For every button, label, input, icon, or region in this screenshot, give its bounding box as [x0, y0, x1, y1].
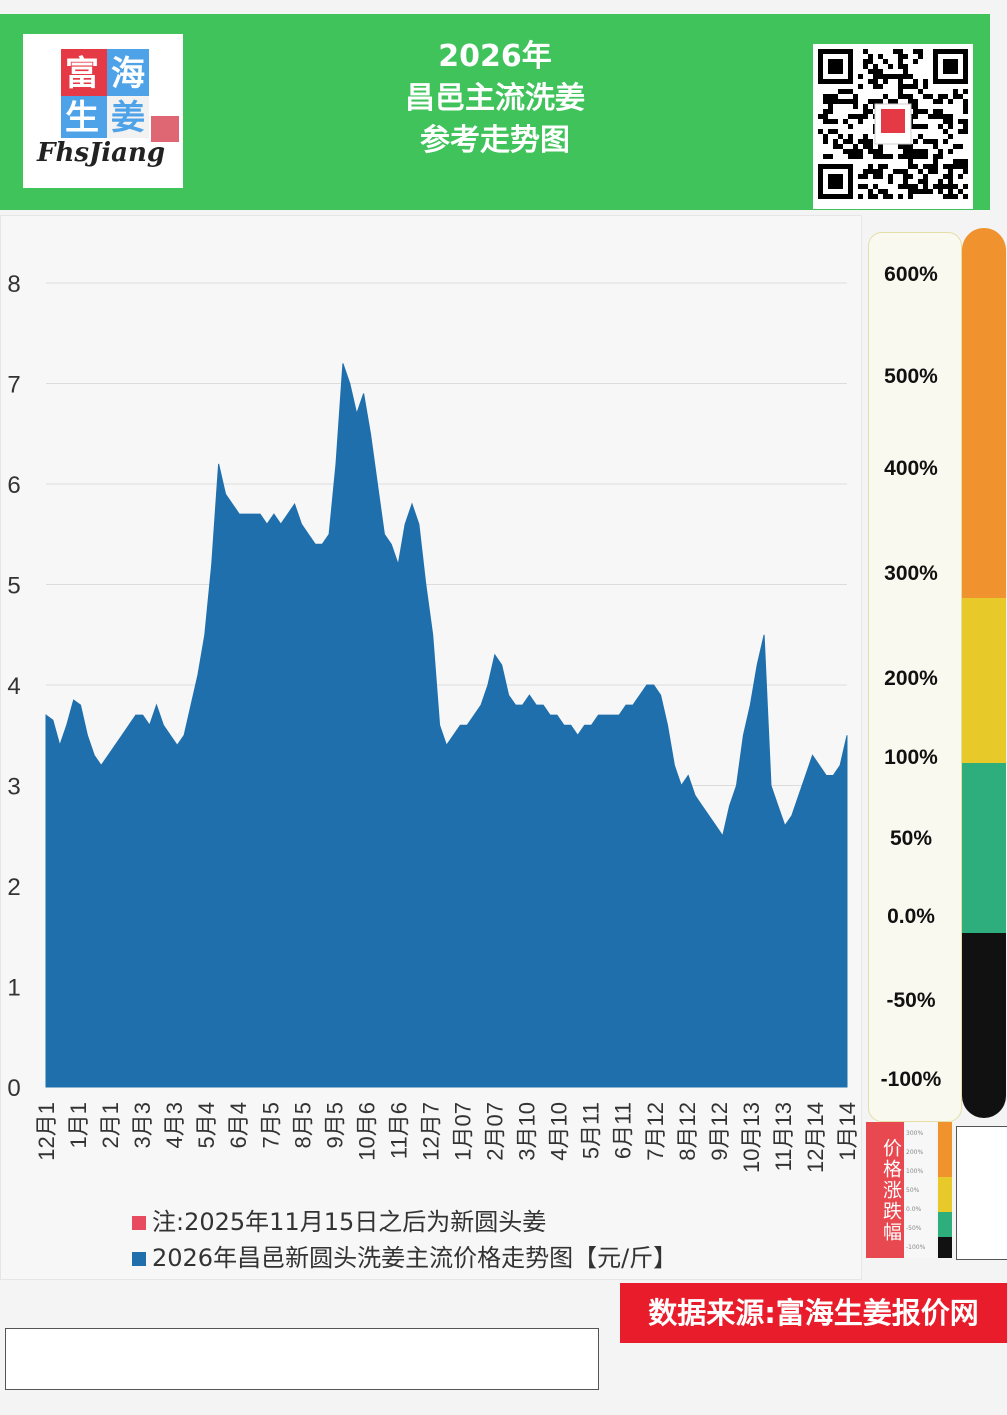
x-tick-label: 11月6 [386, 1102, 411, 1159]
title-line-1: 2026年 [438, 39, 552, 74]
change-gauge: 600% 500% 400% 300% 200% 100% 50% 0.0% -50% -100% [868, 232, 962, 1122]
note-swatch [132, 1216, 146, 1230]
x-tick-label: 5月4 [194, 1102, 219, 1148]
y-tick-label: 7 [7, 372, 20, 399]
colorbar-segment [962, 763, 1006, 933]
legend-note: 注:2025年11月15日之后为新圆头姜 [132, 1202, 546, 1237]
x-tick-label: 12月7 [418, 1102, 443, 1161]
mini-tick-label: -50% [906, 1225, 922, 1232]
y-tick-label: 2 [7, 874, 20, 901]
x-tick-label: 10月6 [354, 1102, 379, 1161]
mini-strip-segment [938, 1122, 952, 1177]
legend-series-text: 2026年昌邑新圆头洗姜主流价格走势图【元/斤】 [152, 1244, 678, 1272]
mini-legend-strip [938, 1122, 952, 1258]
x-tick-label: 7月5 [258, 1102, 283, 1148]
mini-tick-label: 200% [906, 1149, 924, 1156]
y-tick-label: 1 [7, 975, 20, 1002]
x-tick-label: 12月14 [803, 1102, 828, 1173]
mini-strip-segment [938, 1177, 952, 1212]
x-tick-label: 1月14 [835, 1102, 860, 1161]
logo-char-4: 姜 [111, 98, 145, 138]
x-tick-label: 4月3 [162, 1102, 187, 1148]
mini-tick-label: 0.0% [906, 1206, 922, 1213]
legend-series: 2026年昌邑新圆头洗姜主流价格走势图【元/斤】 [132, 1238, 677, 1273]
mini-strip-segment [938, 1237, 952, 1258]
gauge-label: 500% [884, 365, 938, 388]
mini-tick-label: 300% [906, 1130, 924, 1137]
x-tick-label: 11月13 [771, 1102, 796, 1171]
price-area-chart: 0 1 2 3 4 5 6 7 8 12月1 1月1 2月1 3月3 4月3 5月4 6月4 7月5 8月5 9月… [7, 271, 860, 1173]
qr-code[interactable] [813, 44, 973, 209]
colorbar-segment [962, 598, 1006, 763]
x-tick-label: 1月07 [451, 1102, 476, 1161]
x-tick-label: 9月5 [322, 1102, 347, 1148]
gauge-label: 0.0% [887, 905, 935, 928]
qr-code-image [818, 49, 968, 199]
gauge-label: 400% [884, 457, 938, 480]
x-axis-ticks: 12月1 1月1 2月1 3月3 4月3 5月4 6月4 7月5 8月5 9月5 10月6 11月6 1… [34, 1102, 860, 1173]
y-tick-label: 8 [7, 271, 20, 298]
mini-tick-label: 100% [906, 1168, 924, 1175]
bottom-box [5, 1328, 599, 1390]
x-tick-label: 12月1 [34, 1102, 59, 1161]
mini-tick-label: 50% [906, 1187, 920, 1194]
x-tick-label: 6月11 [611, 1102, 636, 1159]
x-tick-label: 9月12 [707, 1102, 732, 1161]
mini-legend-ticks: 300% 200% 100% 50% 0.0% -50% -100% [906, 1124, 936, 1257]
y-tick-label: 3 [7, 774, 20, 801]
gauge-label: -50% [886, 989, 935, 1012]
x-tick-label: 1月1 [66, 1102, 91, 1148]
x-tick-label: 3月10 [515, 1102, 540, 1161]
gauge-label: 50% [890, 827, 932, 850]
logo-brand-text: FhsJiang [37, 138, 166, 168]
y-tick-label: 0 [7, 1075, 20, 1102]
gauge-label: 300% [884, 562, 938, 585]
logo-char-1: 富 [65, 54, 99, 94]
logo-char-3: 生 [65, 98, 99, 138]
colorbar-segment [962, 228, 1006, 598]
mini-tick-label: -100% [906, 1244, 926, 1251]
gauge-labels: 600% 500% 400% 300% 200% 100% 50% 0.0% -50% -100% [881, 263, 942, 1091]
x-tick-label: 7月12 [643, 1102, 668, 1161]
legend-note-text: 注:2025年11月15日之后为新圆头姜 [152, 1208, 547, 1236]
page-title: 2026年 昌邑主流洗姜 参考走势图 [330, 36, 660, 162]
series-area [45, 363, 848, 1088]
x-tick-label: 3月3 [130, 1102, 155, 1148]
gauge-label: -100% [881, 1068, 942, 1091]
y-tick-label: 4 [7, 673, 20, 700]
colorbar-segment [962, 933, 1006, 1118]
fhsjiang-logo: 富 海 生 姜 FhsJiang [23, 34, 183, 188]
x-tick-label: 8月5 [290, 1102, 315, 1148]
x-tick-label: 2月07 [483, 1102, 508, 1161]
x-tick-label: 2月1 [98, 1102, 123, 1148]
seal-stamp [151, 116, 179, 142]
price-area-series [45, 363, 848, 1088]
x-tick-label: 4月10 [547, 1102, 572, 1161]
y-tick-label: 6 [7, 472, 20, 499]
header-banner: 富 海 生 姜 FhsJiang 2026年 昌邑主流洗姜 参考走势图 [0, 14, 990, 210]
x-tick-label: 10月13 [739, 1102, 764, 1173]
mini-strip-segment [938, 1212, 952, 1237]
x-tick-label: 8月12 [675, 1102, 700, 1161]
title-line-3: 参考走势图 [420, 123, 570, 158]
mini-legend-box [956, 1126, 1007, 1260]
logo-char-2: 海 [111, 54, 145, 94]
gauge-label: 100% [884, 746, 938, 769]
gauge-label: 200% [884, 667, 938, 690]
mini-legend-label: 价格涨跌幅 [866, 1122, 904, 1258]
x-tick-label: 5月11 [579, 1102, 604, 1159]
data-source-banner[interactable]: 数据来源:富海生姜报价网 [620, 1283, 1007, 1343]
x-tick-label: 6月4 [226, 1102, 251, 1148]
gauge-label: 600% [884, 263, 938, 286]
title-line-2: 昌邑主流洗姜 [405, 81, 585, 116]
y-axis-ticks: 0 1 2 3 4 5 6 7 8 [7, 271, 20, 1102]
series-swatch [132, 1252, 146, 1266]
change-colorbar [962, 228, 1006, 1118]
y-tick-label: 5 [7, 573, 20, 600]
